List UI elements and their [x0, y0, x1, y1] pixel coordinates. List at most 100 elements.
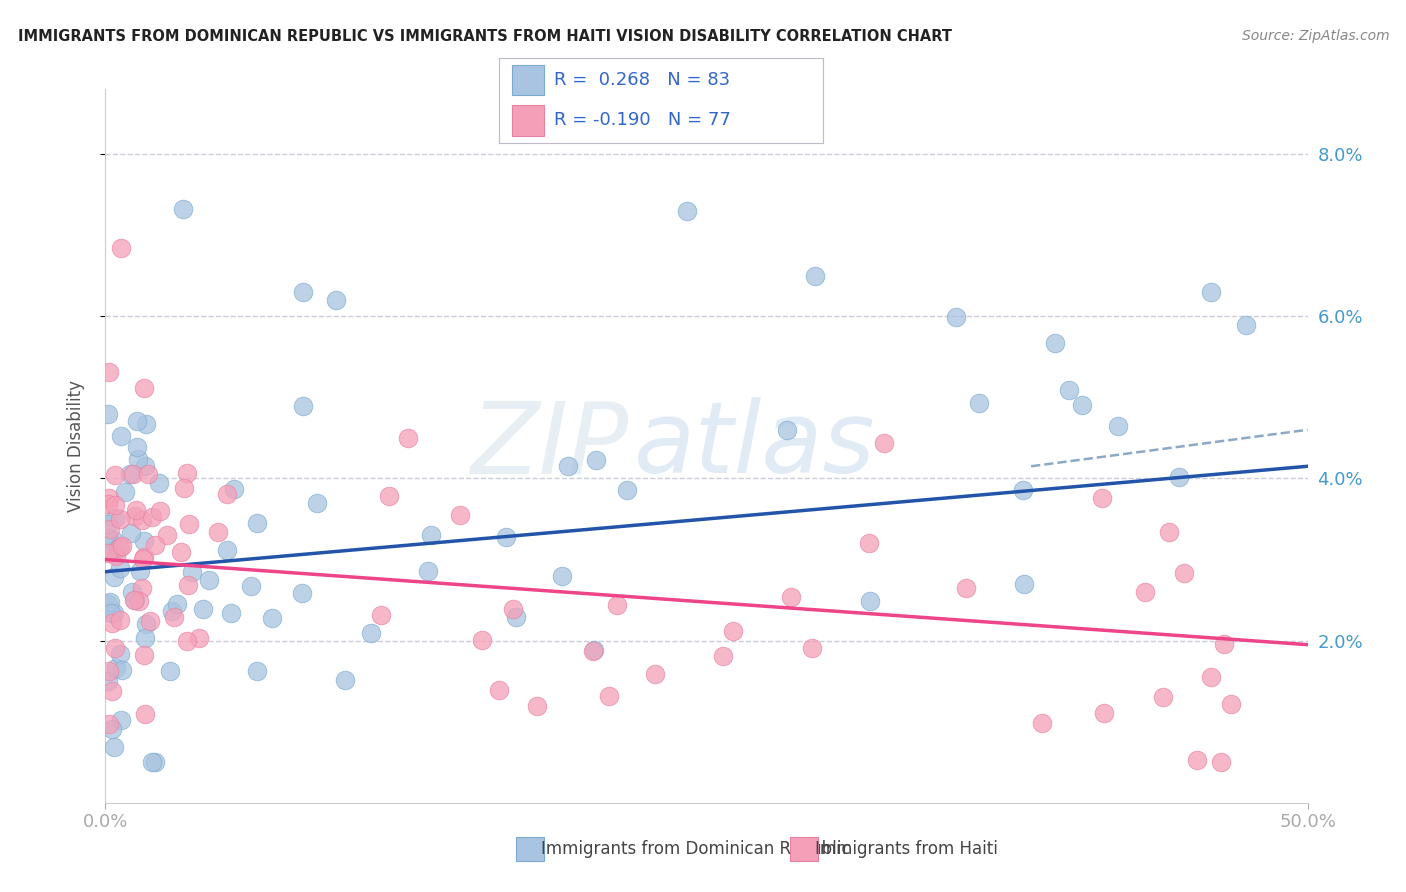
Point	[103, 606, 125, 620]
Point	[101, 722, 124, 736]
Point	[969, 396, 991, 410]
Point	[1213, 637, 1236, 651]
Point	[132, 551, 155, 566]
Point	[207, 524, 229, 539]
Point	[101, 615, 124, 630]
Point	[1057, 383, 1080, 397]
Point	[101, 533, 124, 547]
Point	[134, 631, 156, 645]
Point	[187, 631, 209, 645]
Point	[97, 491, 120, 506]
Point	[127, 452, 149, 467]
Point	[360, 626, 382, 640]
Point	[98, 717, 121, 731]
Point	[177, 516, 200, 531]
Point	[644, 666, 666, 681]
Point	[779, 591, 801, 605]
Point	[1199, 670, 1222, 684]
Point	[110, 241, 132, 255]
Point	[173, 481, 195, 495]
Point	[723, 624, 745, 639]
Point	[291, 399, 314, 413]
Point	[139, 614, 162, 628]
Point	[134, 648, 156, 662]
Point	[97, 532, 120, 546]
Bar	[512, 105, 544, 136]
Point	[1012, 577, 1035, 591]
Point	[551, 569, 574, 583]
Text: IMMIGRANTS FROM DOMINICAN REPUBLIC VS IMMIGRANTS FROM HAITI VISION DISABILITY CO: IMMIGRANTS FROM DOMINICAN REPUBLIC VS IM…	[18, 29, 952, 44]
Point	[221, 606, 243, 620]
Point	[98, 665, 121, 679]
Point	[776, 424, 799, 438]
Point	[111, 539, 134, 553]
Point	[471, 632, 494, 647]
Point	[800, 641, 823, 656]
Point	[136, 467, 159, 482]
Point	[110, 429, 132, 443]
Point	[873, 435, 896, 450]
Point	[396, 431, 419, 445]
Point	[110, 512, 132, 526]
Point	[141, 509, 163, 524]
Point	[97, 516, 120, 531]
Point	[1209, 756, 1232, 770]
Point	[110, 713, 132, 727]
Point	[121, 584, 143, 599]
Point	[181, 565, 204, 579]
Point	[240, 579, 263, 593]
Point	[156, 528, 179, 542]
Point	[98, 595, 121, 609]
Point	[103, 570, 125, 584]
Point	[307, 496, 329, 510]
Point	[98, 522, 121, 536]
Point	[1071, 398, 1094, 412]
Point	[105, 549, 128, 563]
Point	[224, 483, 246, 497]
Point	[449, 508, 471, 523]
Point	[148, 476, 170, 491]
Text: Immigrants from Haiti: Immigrants from Haiti	[815, 840, 998, 858]
Point	[134, 458, 156, 473]
Point	[488, 682, 510, 697]
Point	[1135, 585, 1157, 599]
Point	[246, 516, 269, 530]
Point	[128, 594, 150, 608]
Point	[803, 268, 825, 283]
Point	[172, 202, 194, 217]
Point	[141, 756, 163, 770]
Point	[955, 581, 977, 595]
Point	[1185, 753, 1208, 767]
Point	[1091, 491, 1114, 505]
Point	[97, 673, 120, 688]
Point	[134, 534, 156, 549]
Point	[107, 541, 129, 555]
Point	[1152, 690, 1174, 705]
Point	[177, 577, 200, 591]
Point	[370, 607, 392, 622]
Point	[1159, 525, 1181, 540]
Point	[215, 543, 238, 558]
Point	[1167, 470, 1189, 484]
Point	[176, 634, 198, 648]
Point	[143, 539, 166, 553]
Point	[325, 293, 347, 307]
Point	[711, 649, 734, 664]
Point	[143, 756, 166, 770]
Point	[378, 489, 401, 503]
Point	[585, 453, 607, 467]
Point	[1173, 566, 1195, 580]
Point	[1107, 419, 1129, 434]
Point	[676, 203, 699, 218]
Text: R = -0.190   N = 77: R = -0.190 N = 77	[554, 112, 731, 129]
Text: R =  0.268   N = 83: R = 0.268 N = 83	[554, 70, 730, 88]
Point	[945, 310, 967, 325]
Point	[335, 673, 357, 687]
Point	[582, 644, 605, 658]
Point	[120, 526, 142, 541]
Point	[134, 706, 156, 721]
Text: Source: ZipAtlas.com: Source: ZipAtlas.com	[1241, 29, 1389, 43]
Point	[132, 549, 155, 564]
Point	[110, 647, 132, 661]
Point	[163, 610, 186, 624]
